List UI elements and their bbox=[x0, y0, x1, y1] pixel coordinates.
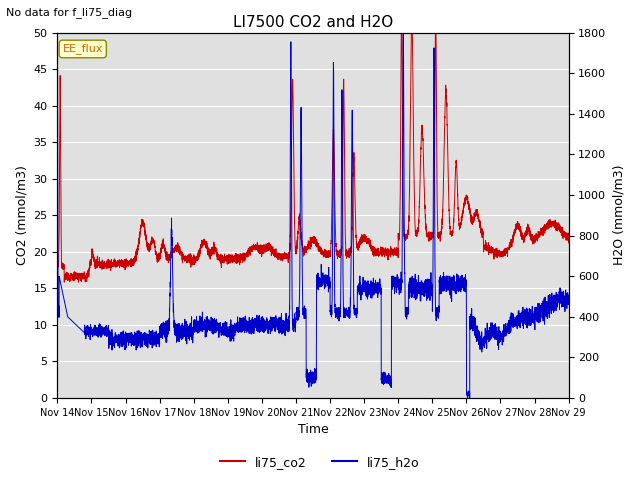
X-axis label: Time: Time bbox=[298, 423, 328, 436]
li75_h2o bbox=[564, 298, 572, 303]
li75_h2o bbox=[435, 303, 443, 309]
li75_co2 bbox=[249, 244, 257, 250]
Line: li75_h2o: li75_h2o bbox=[58, 33, 568, 398]
Y-axis label: CO2 (mmol/m3): CO2 (mmol/m3) bbox=[15, 165, 28, 265]
li75_h2o bbox=[249, 318, 257, 324]
li75_co2 bbox=[147, 243, 154, 249]
Legend: li75_co2, li75_h2o: li75_co2, li75_h2o bbox=[215, 451, 425, 474]
Text: No data for f_li75_diag: No data for f_li75_diag bbox=[6, 7, 132, 18]
li75_h2o bbox=[54, 30, 61, 36]
li75_h2o bbox=[147, 339, 154, 345]
li75_co2 bbox=[564, 240, 572, 246]
li75_h2o bbox=[360, 283, 368, 288]
li75_co2 bbox=[75, 279, 83, 285]
li75_co2 bbox=[54, 264, 61, 270]
Title: LI7500 CO2 and H2O: LI7500 CO2 and H2O bbox=[233, 15, 393, 30]
li75_co2 bbox=[435, 230, 443, 236]
li75_co2 bbox=[397, 30, 405, 36]
Text: EE_flux: EE_flux bbox=[63, 44, 103, 54]
li75_co2 bbox=[360, 231, 368, 237]
li75_co2 bbox=[386, 250, 394, 255]
li75_co2 bbox=[474, 211, 482, 216]
li75_h2o bbox=[474, 330, 482, 336]
li75_h2o bbox=[466, 395, 474, 401]
li75_h2o bbox=[386, 372, 394, 378]
Line: li75_co2: li75_co2 bbox=[58, 33, 568, 282]
Y-axis label: H2O (mmol/m3): H2O (mmol/m3) bbox=[612, 165, 625, 265]
